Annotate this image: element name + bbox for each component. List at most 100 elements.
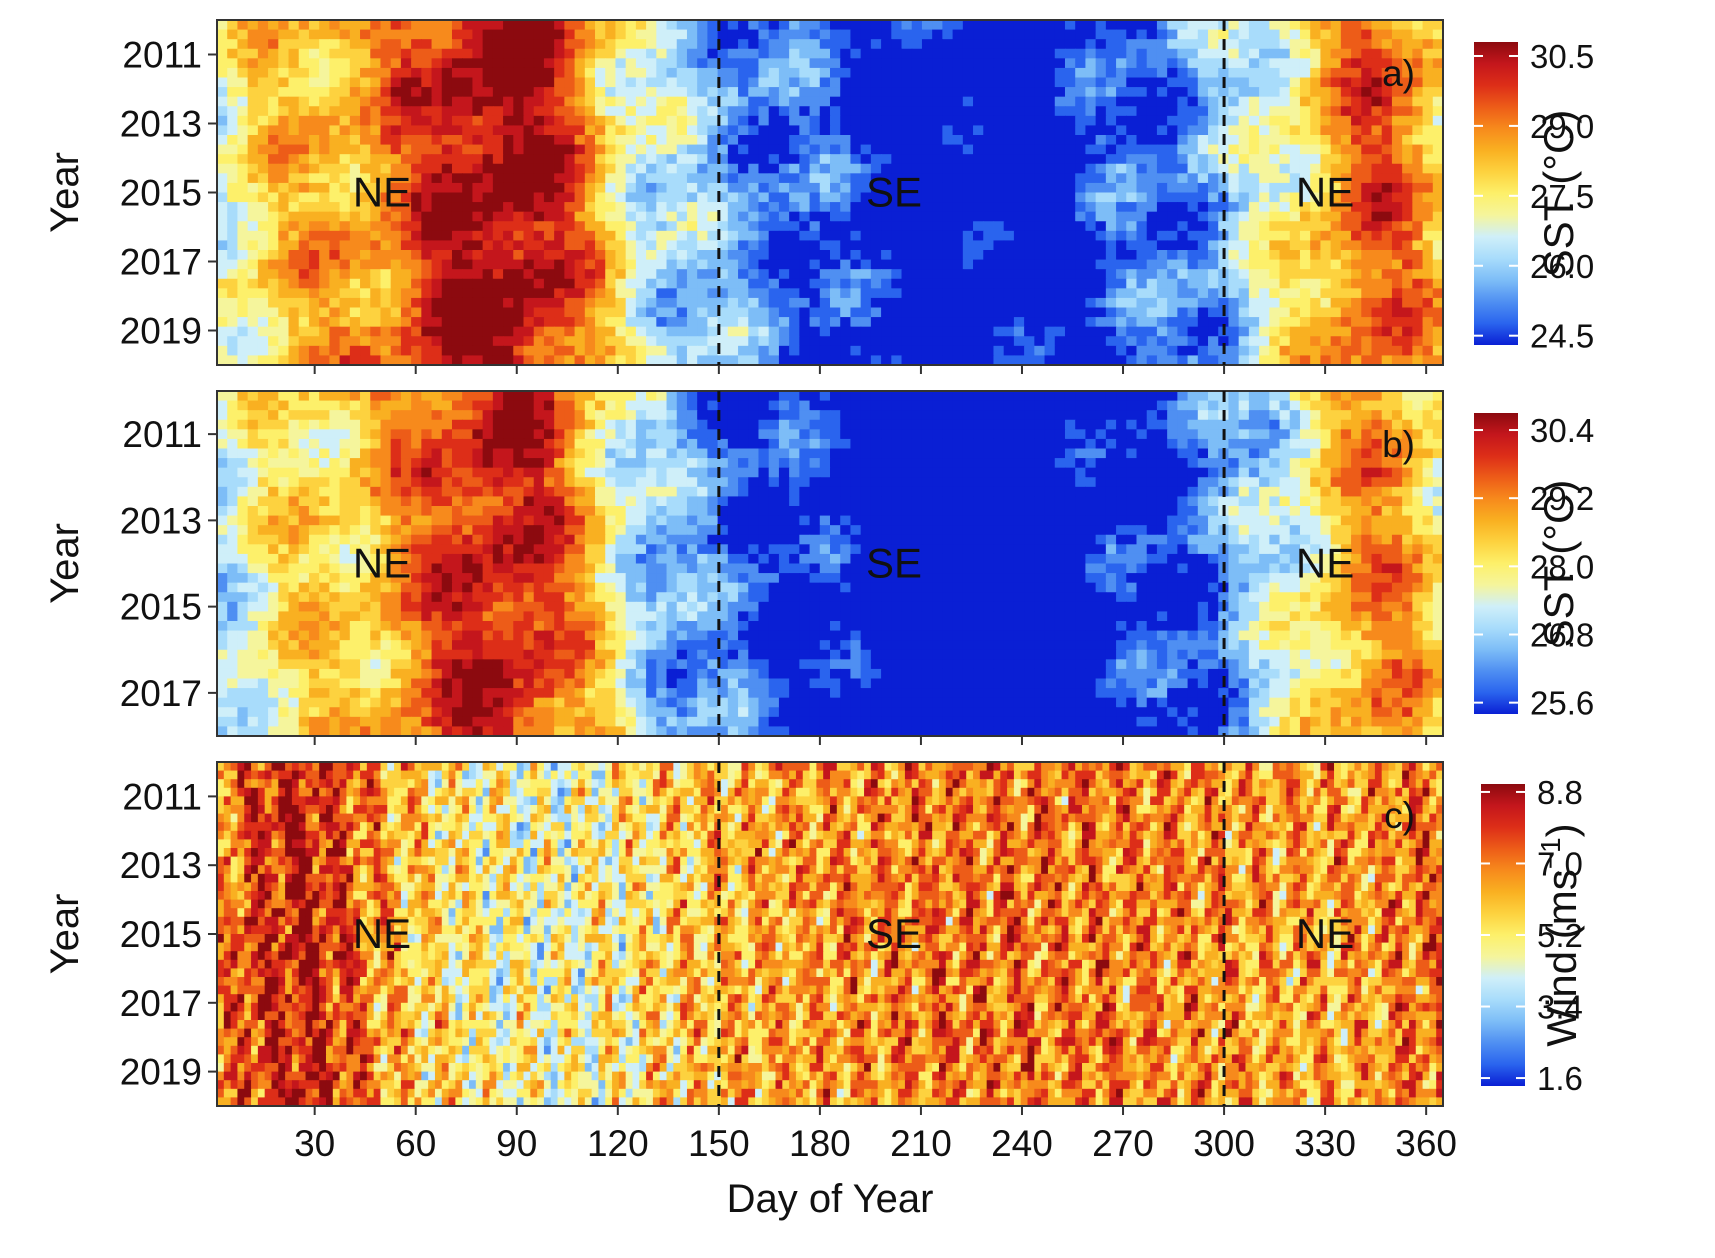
heat-cell xyxy=(1299,355,1311,366)
heat-cell xyxy=(1116,48,1127,59)
heat-cell xyxy=(1146,202,1158,213)
heat-cell xyxy=(257,211,269,222)
heat-cell xyxy=(819,278,831,289)
heat-cell xyxy=(288,410,300,421)
heat-cell xyxy=(349,135,361,146)
heat-cell xyxy=(686,163,698,174)
heat-cell xyxy=(1177,77,1189,88)
heat-cell xyxy=(584,115,596,127)
heat-cell xyxy=(1156,336,1168,347)
heat-cell xyxy=(523,250,535,261)
heat-cell xyxy=(605,77,617,88)
heat-cell xyxy=(574,144,586,155)
heat-cell xyxy=(319,39,330,50)
heat-cell xyxy=(1320,297,1332,309)
heat-cell xyxy=(513,39,525,50)
heat-cell xyxy=(1105,419,1117,430)
heat-cell xyxy=(840,230,852,242)
heat-cell xyxy=(431,67,443,79)
heat-cell xyxy=(1177,278,1189,289)
heat-cell xyxy=(595,154,606,165)
heat-cell xyxy=(1208,163,1219,174)
heat-cell xyxy=(1279,173,1291,184)
heat-cell xyxy=(748,211,760,222)
heat-cell xyxy=(339,58,351,69)
heat-cell xyxy=(881,391,892,402)
heat-cell xyxy=(809,202,821,213)
heat-cell xyxy=(758,259,770,270)
heat-cell xyxy=(554,135,565,146)
heat-cell xyxy=(1024,429,1035,440)
heat-cell xyxy=(625,87,637,98)
heat-cell xyxy=(768,317,780,328)
heat-cell xyxy=(1064,419,1076,430)
heat-cell xyxy=(288,173,300,184)
heat-cell xyxy=(799,259,811,270)
heat-cell xyxy=(492,96,504,107)
heat-cell xyxy=(1289,221,1301,232)
heat-cell xyxy=(850,278,862,289)
heat-cell xyxy=(819,250,831,261)
heat-cell xyxy=(472,211,484,222)
heat-cell xyxy=(503,29,514,40)
heat-cell xyxy=(1177,250,1189,261)
heat-cell xyxy=(543,230,555,242)
heat-cell xyxy=(1320,29,1332,40)
heat-cell xyxy=(840,20,852,31)
heat-cell xyxy=(615,400,627,411)
heat-cell xyxy=(431,125,443,136)
heat-cell xyxy=(1003,58,1015,69)
heat-cell xyxy=(1248,77,1260,88)
heat-cell xyxy=(472,336,484,347)
heat-cell xyxy=(411,410,422,421)
heat-cell xyxy=(462,125,474,136)
heat-cell xyxy=(543,410,555,421)
heat-cell xyxy=(993,125,1005,136)
heat-cell xyxy=(390,410,402,421)
heat-cell xyxy=(349,202,361,213)
heat-cell xyxy=(390,400,402,411)
heat-cell xyxy=(717,297,729,309)
heat-cell xyxy=(789,125,800,136)
heat-cell xyxy=(298,230,310,242)
heat-cell xyxy=(962,221,974,232)
heat-cell xyxy=(830,336,841,347)
heat-cell xyxy=(911,259,923,270)
heat-cell xyxy=(635,317,647,328)
heat-cell xyxy=(360,96,371,107)
heat-cell xyxy=(421,173,433,184)
heat-cell xyxy=(390,48,402,59)
heat-cell xyxy=(799,429,811,440)
heat-cell xyxy=(942,202,954,213)
heat-cell xyxy=(891,106,903,117)
heat-cell xyxy=(1228,135,1240,146)
heat-cell xyxy=(329,391,341,402)
heat-cell xyxy=(942,326,954,337)
heat-cell xyxy=(870,39,882,50)
heat-cell xyxy=(257,438,269,450)
heat-cell xyxy=(1013,221,1025,232)
heat-cell xyxy=(390,429,402,440)
heat-cell xyxy=(983,20,995,31)
heat-cell xyxy=(830,326,841,337)
heat-cell xyxy=(1422,163,1434,174)
heat-cell xyxy=(360,135,371,146)
heat-cell xyxy=(727,326,739,337)
heat-cell xyxy=(533,182,545,194)
heat-cell xyxy=(666,67,678,79)
heat-cell xyxy=(707,48,719,59)
heat-cell xyxy=(686,106,698,117)
heat-cell xyxy=(441,288,453,299)
heat-cell xyxy=(707,106,719,117)
heat-cell xyxy=(319,240,330,251)
heat-cell xyxy=(676,317,688,328)
heat-cell xyxy=(319,58,330,69)
heat-cell xyxy=(268,326,279,337)
heat-cell xyxy=(308,391,320,402)
heat-cell xyxy=(1044,429,1056,440)
heat-cell xyxy=(441,77,453,88)
heat-cell xyxy=(1279,419,1291,430)
heat-cell xyxy=(676,211,688,222)
heat-cell xyxy=(1197,297,1209,309)
heat-cell xyxy=(789,317,800,328)
